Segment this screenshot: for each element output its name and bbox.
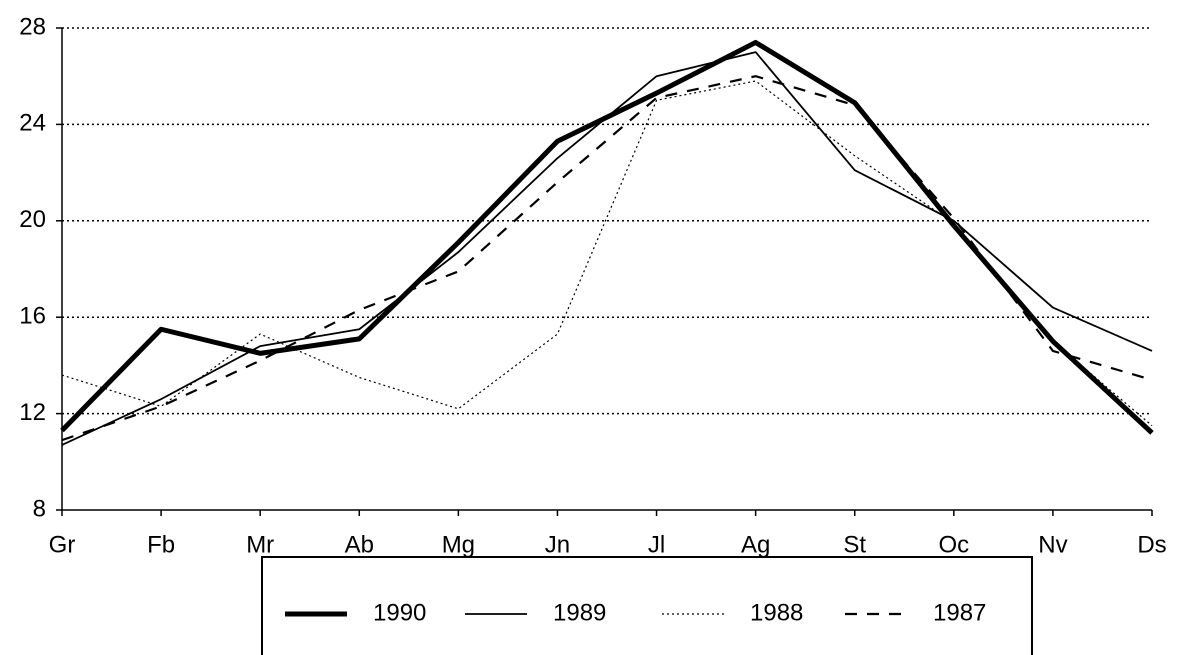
x-tick-label: Nv: [1038, 531, 1067, 558]
legend-label: 1989: [553, 599, 606, 626]
series-line: [61, 80, 1153, 427]
x-tick-label: Ag: [741, 531, 770, 558]
series-line: [61, 51, 1153, 446]
x-tick-label: St: [843, 531, 866, 558]
x-tick-label: Mr: [246, 531, 274, 558]
legend-box: [261, 556, 1033, 655]
x-tick-label: Ds: [1137, 531, 1166, 558]
legend-label: 1988: [750, 599, 803, 626]
y-tick-label: 16: [19, 303, 46, 330]
y-tick-label: 20: [19, 206, 46, 233]
series-line: [61, 75, 1153, 442]
y-tick-label: 8: [33, 495, 46, 522]
y-tick-label: 12: [19, 399, 46, 426]
x-tick-label: Jl: [648, 531, 665, 558]
x-tick-label: Oc: [938, 531, 969, 558]
y-tick-label: 28: [19, 13, 46, 40]
x-tick-label: Jn: [545, 531, 570, 558]
x-tick-label: Fb: [147, 531, 175, 558]
x-tick-label: Gr: [49, 531, 76, 558]
series-line: [60, 39, 1154, 435]
x-tick-label: Mg: [442, 531, 475, 558]
y-tick-label: 24: [19, 110, 46, 137]
x-tick-label: Ab: [345, 531, 374, 558]
legend-label: 1987: [933, 599, 986, 626]
legend-label: 1990: [373, 599, 426, 626]
